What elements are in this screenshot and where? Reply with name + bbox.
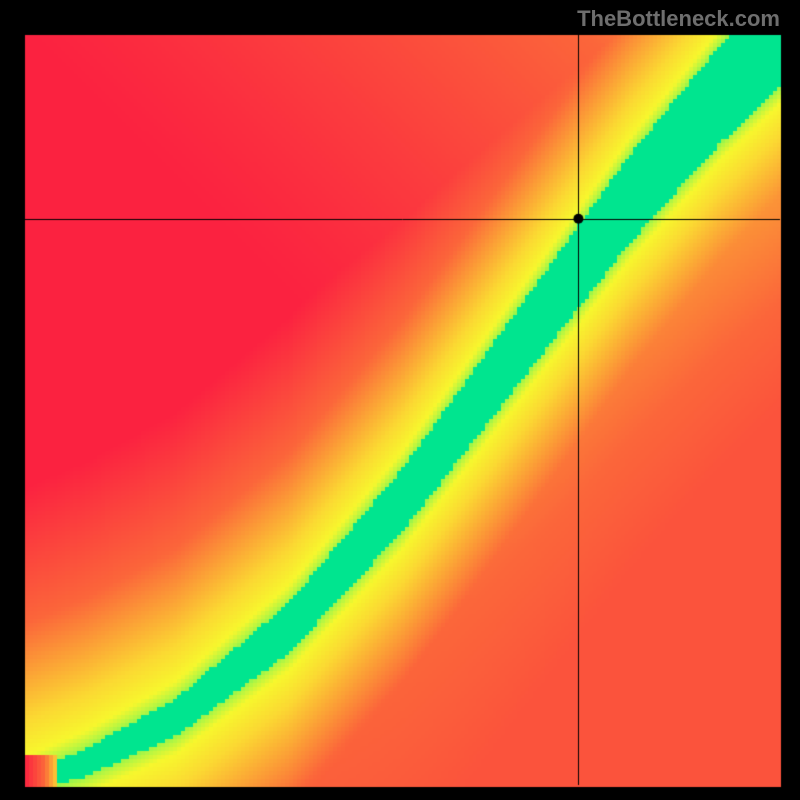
bottleneck-heatmap <box>0 0 800 800</box>
watermark-label: TheBottleneck.com <box>577 6 780 32</box>
